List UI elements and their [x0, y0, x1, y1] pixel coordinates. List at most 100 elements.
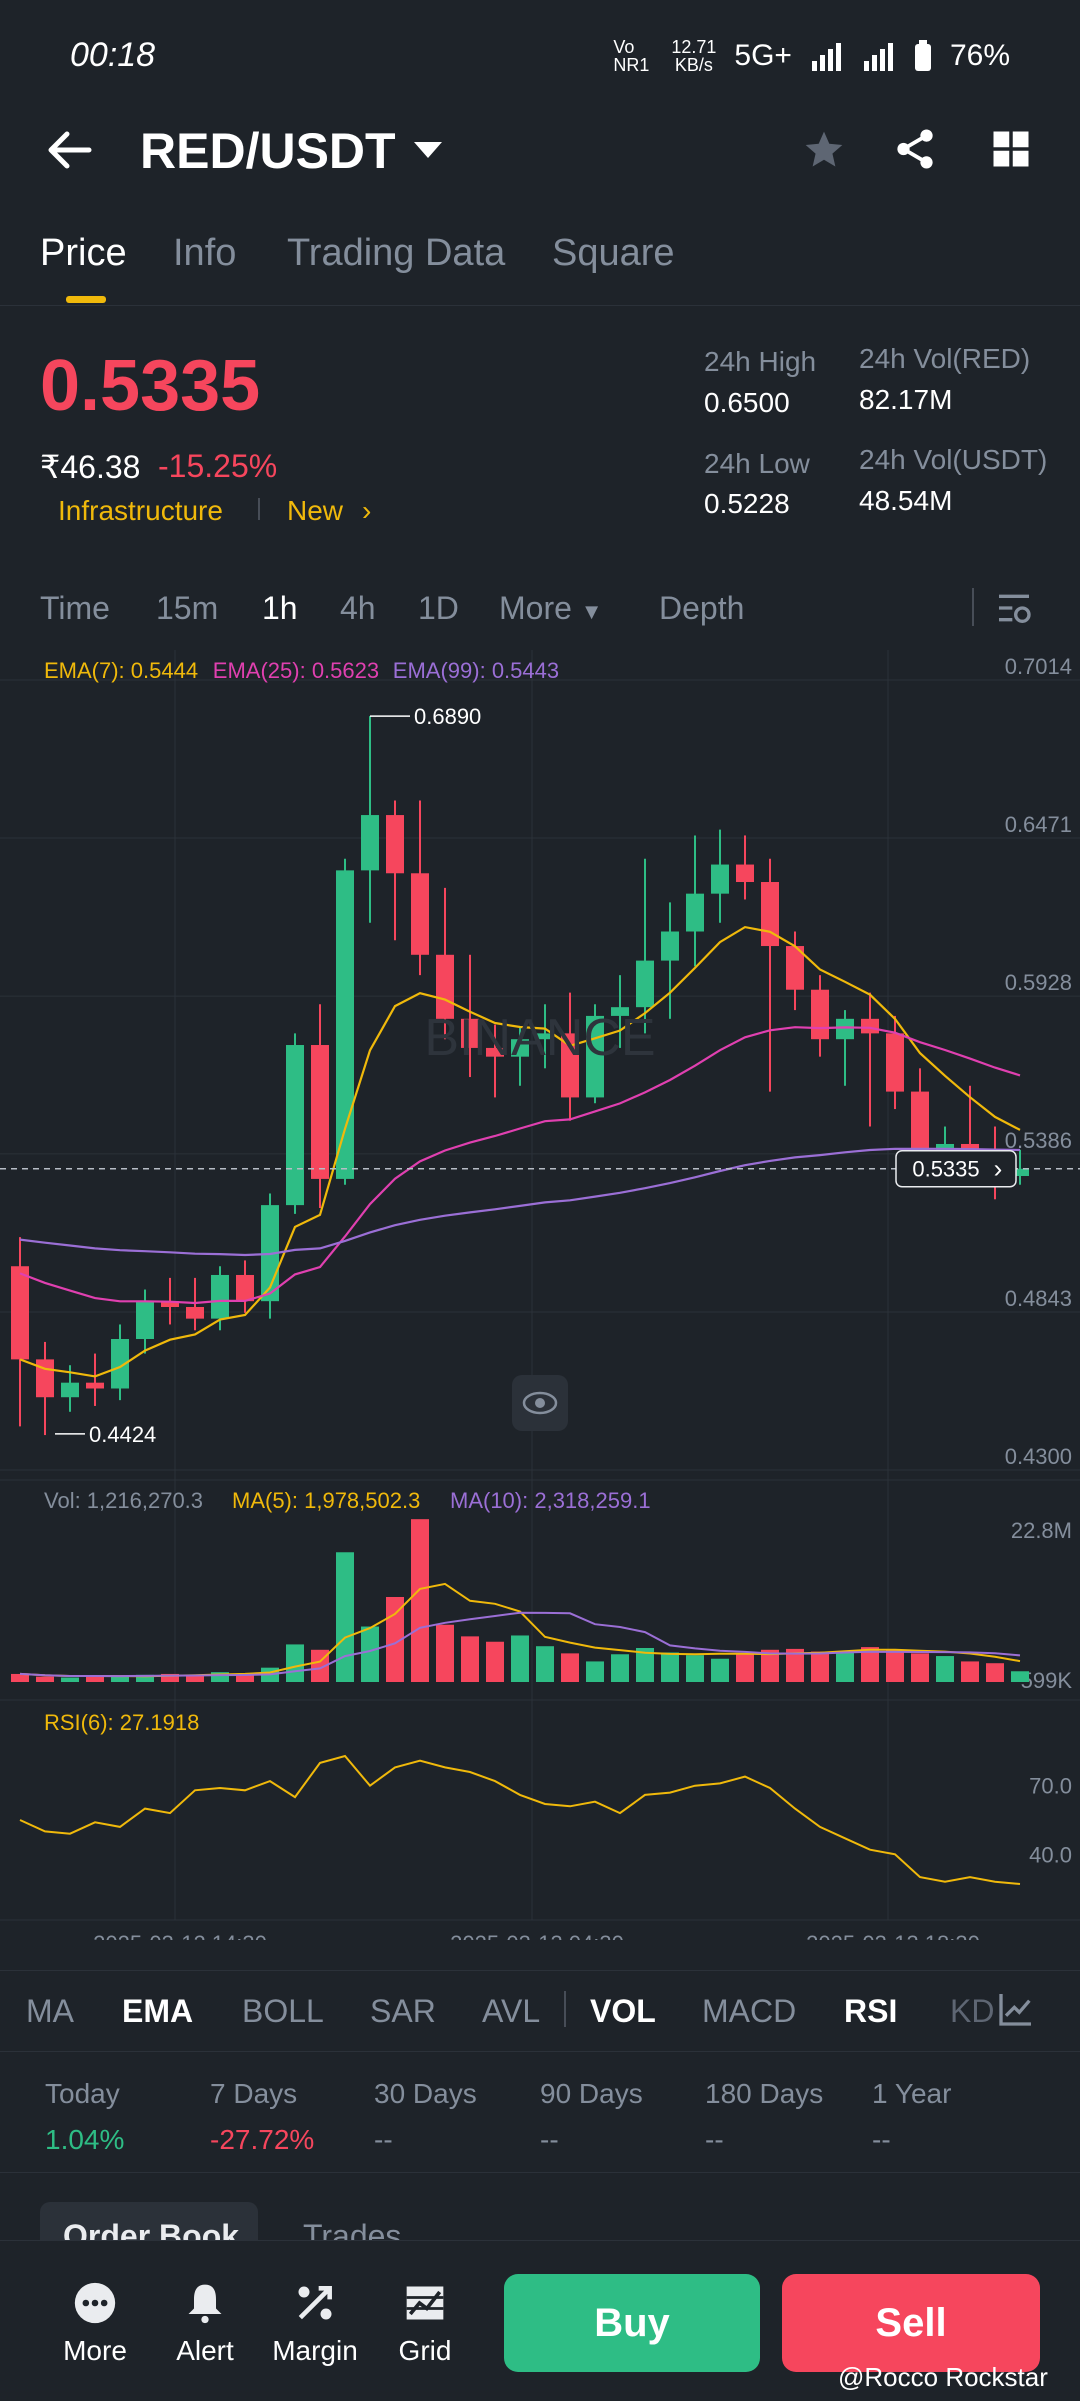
candle-body	[61, 1382, 79, 1398]
vol-quote-value: 48.54M	[859, 485, 953, 516]
interval-bar: Time 15m 1h 4h 1D More ▼ Depth	[0, 580, 1080, 640]
interval-1h[interactable]: 1h	[262, 590, 298, 626]
ind-avl[interactable]: AVL	[482, 1993, 541, 2029]
candle-body	[136, 1301, 154, 1340]
vol-quote-label: 24h Vol(USDT)	[859, 444, 1048, 475]
tag-divider	[258, 498, 260, 520]
candle-body	[161, 1301, 179, 1307]
ind-ma[interactable]: MA	[26, 1993, 74, 2029]
interval-time[interactable]: Time	[40, 590, 110, 626]
volume-bar	[386, 1597, 404, 1682]
volume-bar	[336, 1552, 354, 1682]
rsi-tick-label: 40.0	[1029, 1842, 1072, 1867]
candle-body	[561, 1033, 579, 1098]
candle-body	[186, 1306, 204, 1319]
chart-settings-icon[interactable]	[994, 588, 1034, 628]
candle-body	[1011, 1168, 1029, 1177]
volume-bar	[361, 1626, 379, 1682]
candle-body	[311, 1045, 329, 1179]
interval-more[interactable]: More ▼	[499, 590, 603, 626]
volume-bar	[36, 1676, 54, 1682]
tab-square[interactable]: Square	[552, 232, 675, 274]
volume-bar	[661, 1652, 679, 1682]
ind-sar[interactable]: SAR	[370, 1993, 436, 2029]
divider	[0, 2172, 1080, 2173]
ind-vol[interactable]: VOL	[590, 1993, 656, 2029]
chevron-down-icon	[413, 142, 442, 158]
sell-button[interactable]: Sell	[782, 2274, 1040, 2372]
ema-legend-ema25: EMA(25): 0.5623	[213, 658, 379, 683]
share-icon[interactable]	[892, 126, 938, 172]
volume-bar	[436, 1624, 454, 1682]
ind-macd[interactable]: MACD	[702, 1993, 797, 2029]
alert-button[interactable]: Alert	[160, 2281, 250, 2367]
volume-bar	[836, 1651, 854, 1682]
status-bar: 00:18 Vo NR1 12.71 KB/s 5G+ 76%	[0, 0, 1080, 110]
volume-bar	[536, 1646, 554, 1682]
indicator-tabs: MA EMA BOLL SAR AVL VOL MACD RSI KD	[0, 1970, 1080, 2052]
time-axis-label: 2025-03-13 18:30	[806, 1931, 980, 1940]
volume-bar	[111, 1676, 129, 1682]
ema-legend-ema99: EMA(99): 0.5443	[393, 658, 559, 683]
back-arrow-icon[interactable]	[45, 128, 93, 172]
indicator-settings-icon[interactable]	[996, 1989, 1036, 2029]
tag-new[interactable]: New	[287, 495, 344, 526]
perf-label: 30 Days	[374, 2078, 477, 2109]
net-speed: 12.71 KB/s	[671, 37, 717, 75]
volume-bar	[86, 1675, 104, 1682]
more-button[interactable]: More	[50, 2281, 140, 2367]
volume-bar	[136, 1674, 154, 1682]
candle-body	[686, 893, 704, 932]
candle-body	[511, 1039, 529, 1057]
high-label: 24h High	[704, 346, 817, 377]
ind-boll[interactable]: BOLL	[242, 1993, 324, 2029]
candle-body	[236, 1274, 254, 1302]
eye-icon-pupil	[535, 1398, 545, 1408]
vol-ma10-line	[19, 1611, 1021, 1678]
volume-bar	[486, 1641, 504, 1682]
star-icon[interactable]	[802, 128, 846, 172]
interval-depth[interactable]: Depth	[659, 590, 745, 626]
perf-label: 1 Year	[872, 2078, 952, 2109]
vol-tick-label: 22.8M	[1011, 1518, 1072, 1543]
active-tab-indicator	[66, 296, 106, 303]
chevron-right-icon: ›	[994, 1154, 1003, 1184]
perf-label: 7 Days	[210, 2078, 298, 2109]
tab-info[interactable]: Info	[173, 232, 237, 274]
grid-menu-icon[interactable]	[990, 128, 1032, 170]
volume-bar	[786, 1648, 804, 1682]
tab-price[interactable]: Price	[40, 232, 127, 274]
chevron-right-icon[interactable]: ›	[362, 495, 372, 526]
price-inr: ₹46.38	[40, 449, 141, 485]
low-marker-label: 0.4424	[89, 1422, 156, 1447]
perf-value: --	[540, 2124, 559, 2155]
grid-bot-icon	[406, 2286, 444, 2320]
tag-infrastructure[interactable]: Infrastructure	[58, 495, 223, 526]
vol-tick-label: 599K	[1021, 1668, 1073, 1693]
price-chart[interactable]: 0.7014 0.6471 0.5928 0.5386 0.4843 0.4300 EMA(…	[0, 650, 1080, 1940]
ind-rsi[interactable]: RSI	[844, 1993, 898, 2029]
pair-selector[interactable]: RED/USDT	[140, 122, 442, 180]
ema-legend-ema7: EMA(7): 0.5444	[44, 658, 198, 683]
ema99-line	[19, 1147, 1021, 1257]
ind-ema[interactable]: EMA	[122, 1993, 194, 2029]
perf-value: --	[374, 2124, 393, 2155]
battery-icon	[914, 40, 931, 71]
candle-body	[86, 1382, 104, 1389]
candle-body	[361, 815, 379, 871]
interval-4h[interactable]: 4h	[340, 590, 376, 626]
margin-button[interactable]: Margin	[270, 2281, 360, 2367]
volume-bar	[61, 1677, 79, 1682]
buy-button[interactable]: Buy	[504, 2274, 760, 2372]
volume-bar	[11, 1673, 29, 1682]
volume-bar	[686, 1655, 704, 1682]
tab-trading-data[interactable]: Trading Data	[287, 232, 506, 274]
grid-button[interactable]: Grid	[380, 2281, 470, 2367]
status-time: 00:18	[70, 36, 156, 74]
ema25-line	[19, 1026, 1021, 1305]
interval-15m[interactable]: 15m	[156, 590, 219, 626]
candle-body	[661, 931, 679, 961]
pair-title: RED/USDT	[140, 123, 396, 179]
ind-kd[interactable]: KD	[950, 1993, 995, 2029]
interval-1d[interactable]: 1D	[418, 590, 459, 626]
